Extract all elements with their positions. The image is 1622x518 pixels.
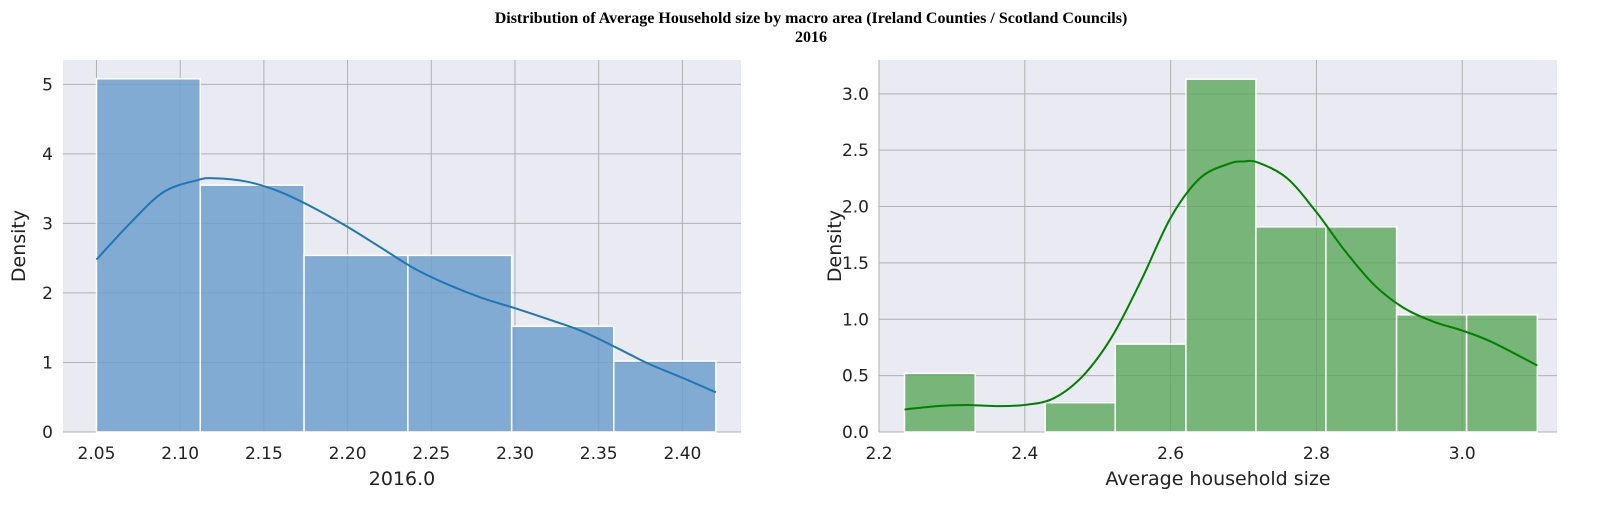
right-ytick-label: 3.0 <box>842 85 869 105</box>
chart-title-line2: 2016 <box>795 29 827 46</box>
right-kde-line <box>904 159 1538 411</box>
right-y-axis-label: Density <box>824 210 846 282</box>
right-ytick-label: 2.5 <box>842 141 869 161</box>
right-histogram-panel: 0.0 0.5 1.0 1.5 2.0 2.5 3.0 2.2 2.4 2.6 2.8 3.0 Aver… <box>824 60 1557 490</box>
right-ytick-label: 2.0 <box>842 198 869 218</box>
right-histogram-bar <box>1185 78 1257 433</box>
left-histogram-bar <box>510 325 615 433</box>
right-xtick-label: 3.0 <box>1449 444 1476 464</box>
right-xtick-label: 2.2 <box>865 444 892 464</box>
left-histogram-bar <box>613 360 717 433</box>
right-ytick-label: 1.0 <box>842 310 869 330</box>
right-histogram-bar <box>1255 226 1327 433</box>
right-x-axis-label: Average household size <box>1105 468 1330 490</box>
right-xtick-label: 2.8 <box>1303 444 1330 464</box>
left-histogram-bar <box>407 254 513 433</box>
left-ytick-label: 5 <box>42 75 53 95</box>
left-histogram-bar <box>95 78 202 433</box>
left-xtick-label: 2.20 <box>329 444 367 464</box>
left-histogram-bar <box>303 254 409 433</box>
right-histogram-bar <box>1325 226 1398 433</box>
left-x-axis-label: 2016.0 <box>369 468 435 490</box>
left-ytick-label: 2 <box>42 284 53 304</box>
chart-title-line1: Distribution of Average Household size b… <box>495 10 1128 27</box>
right-xtick-label: 2.4 <box>1011 444 1038 464</box>
left-histogram-panel: 0 1 2 3 4 5 2.05 2.10 2.15 2.20 2.25 2.30 2.35 2.40 20… <box>8 60 741 490</box>
right-ytick-label: 0.0 <box>842 423 869 443</box>
left-ytick-label: 0 <box>42 423 53 443</box>
left-ytick-label: 3 <box>42 214 53 234</box>
right-ytick-label: 0.5 <box>842 367 869 387</box>
left-xtick-label: 2.05 <box>78 444 116 464</box>
right-histogram-bar <box>1395 314 1468 433</box>
right-histogram-bar <box>1465 314 1539 433</box>
left-ytick-label: 1 <box>42 353 53 373</box>
left-xtick-label: 2.35 <box>580 444 618 464</box>
left-xtick-label: 2.30 <box>496 444 534 464</box>
left-xtick-label: 2.25 <box>412 444 450 464</box>
right-xtick-label: 2.6 <box>1157 444 1184 464</box>
right-histogram-bar <box>903 372 976 433</box>
left-xtick-label: 2.15 <box>245 444 283 464</box>
right-ytick-label: 1.5 <box>842 254 869 274</box>
left-xtick-label: 2.10 <box>161 444 199 464</box>
left-kde-line <box>95 177 717 394</box>
left-histogram-bar <box>199 184 305 433</box>
right-histogram-bar <box>1044 401 1116 433</box>
right-histogram-bar <box>1114 343 1187 433</box>
left-ytick-label: 4 <box>42 145 53 165</box>
left-xtick-label: 2.40 <box>663 444 701 464</box>
left-y-axis-label: Density <box>8 210 30 282</box>
